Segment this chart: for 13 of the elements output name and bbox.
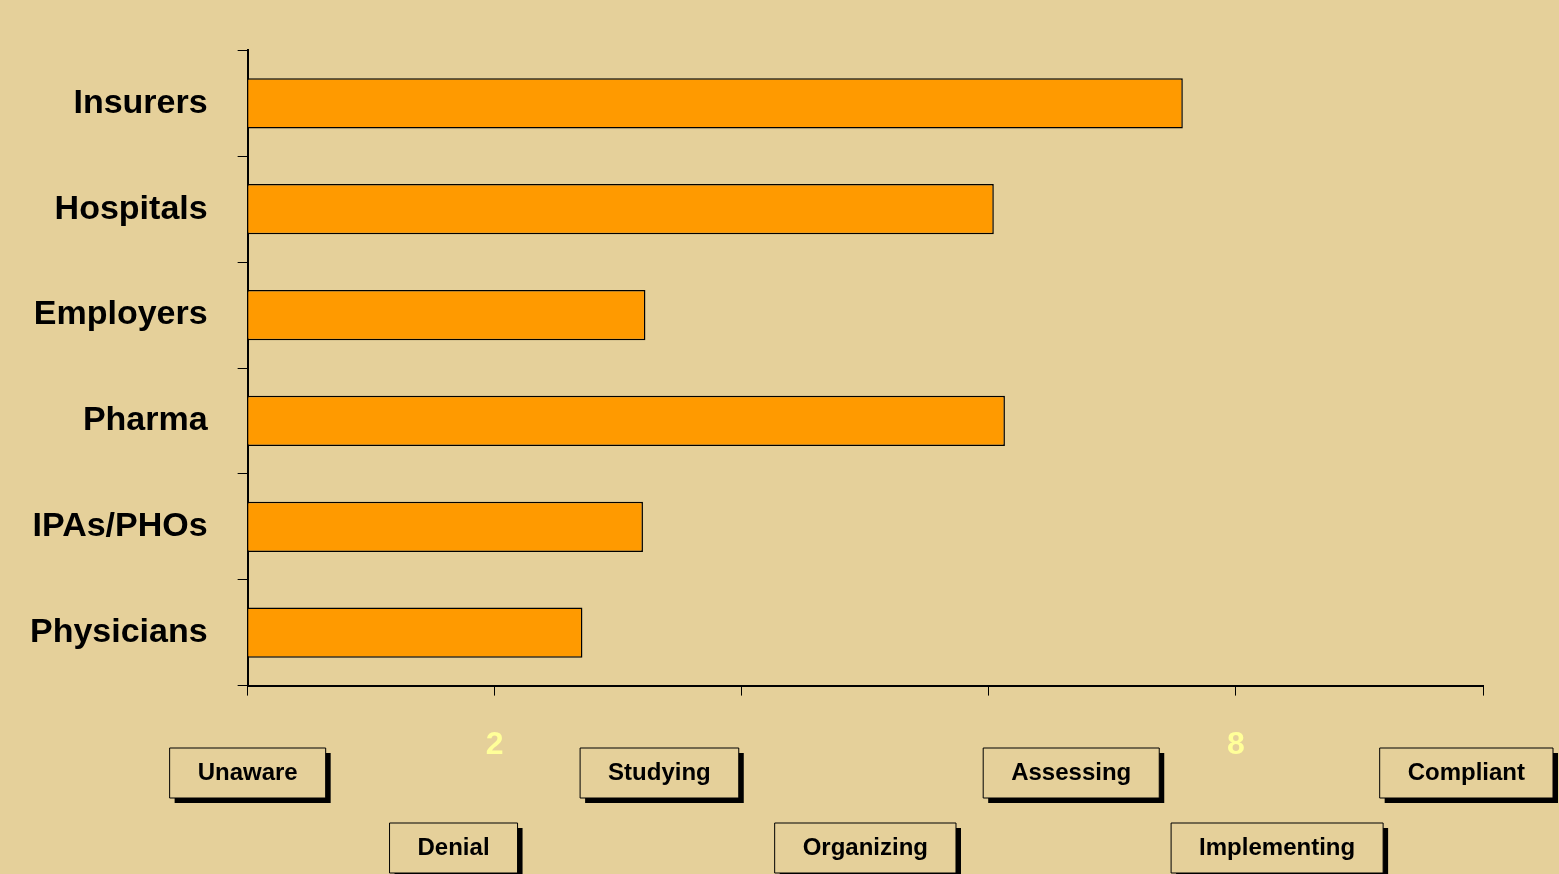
y-tick-label: Physicians <box>30 611 208 650</box>
y-tick-label: Hospitals <box>54 187 208 226</box>
text: Assessing <box>1011 757 1132 785</box>
text: Compliant <box>1407 757 1526 785</box>
text: Unaware <box>197 757 298 785</box>
y-tick-label: IPAs/PHOs <box>32 505 208 544</box>
text: Organizing <box>802 832 928 860</box>
y-tick-label: Pharma <box>82 399 209 438</box>
y-tick-label: Employers <box>33 293 208 332</box>
text: Implementing <box>1199 832 1356 860</box>
text: Studying <box>608 757 711 785</box>
text: Denial <box>417 832 490 860</box>
y-tick-label: Insurers <box>73 81 208 120</box>
